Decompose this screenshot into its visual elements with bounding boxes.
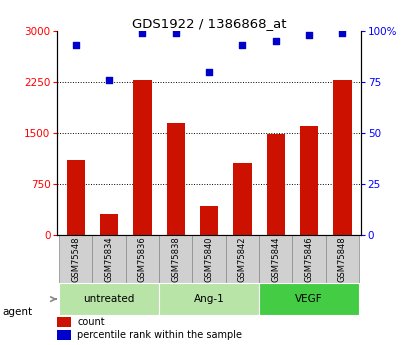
Text: percentile rank within the sample: percentile rank within the sample (77, 330, 242, 340)
Title: GDS1922 / 1386868_at: GDS1922 / 1386868_at (132, 17, 285, 30)
Bar (159, 283, 258, 315)
Text: count: count (77, 317, 104, 327)
Point (172, 30, 179, 36)
Bar (133, 80, 151, 235)
Bar (266, 134, 284, 235)
Text: GSM75842: GSM75842 (237, 236, 246, 282)
Text: GSM75846: GSM75846 (304, 236, 313, 282)
Bar (57, 317, 71, 327)
Point (238, 42, 245, 48)
Point (106, 77, 112, 83)
Bar (92, 235, 126, 283)
Text: GSM75844: GSM75844 (271, 236, 280, 282)
Bar (66, 160, 85, 235)
Point (305, 32, 312, 38)
Text: GSM75548: GSM75548 (71, 236, 80, 282)
Point (72, 42, 79, 48)
Text: Ang-1: Ang-1 (193, 294, 224, 304)
Bar (159, 235, 192, 283)
Bar (59, 235, 92, 283)
Bar (258, 235, 292, 283)
Bar (57, 330, 71, 340)
Text: agent: agent (2, 307, 32, 317)
Bar (299, 126, 317, 235)
Text: GSM75838: GSM75838 (171, 236, 180, 282)
Text: GSM75834: GSM75834 (104, 236, 113, 282)
Bar (333, 80, 351, 235)
Bar (292, 235, 325, 283)
Bar (100, 215, 118, 235)
Point (205, 69, 212, 75)
Bar (200, 206, 218, 235)
Point (272, 39, 279, 44)
Bar (59, 283, 159, 315)
Text: VEGF: VEGF (294, 294, 322, 304)
Point (139, 30, 145, 36)
Bar (258, 283, 358, 315)
Bar (166, 123, 184, 235)
Bar (325, 235, 358, 283)
Point (338, 30, 345, 36)
Bar (126, 235, 159, 283)
Bar (192, 235, 225, 283)
Text: untreated: untreated (83, 294, 135, 304)
Bar (225, 235, 258, 283)
Text: GSM75836: GSM75836 (137, 236, 146, 282)
Text: GSM75840: GSM75840 (204, 236, 213, 282)
Bar (233, 164, 251, 235)
Text: GSM75848: GSM75848 (337, 236, 346, 282)
